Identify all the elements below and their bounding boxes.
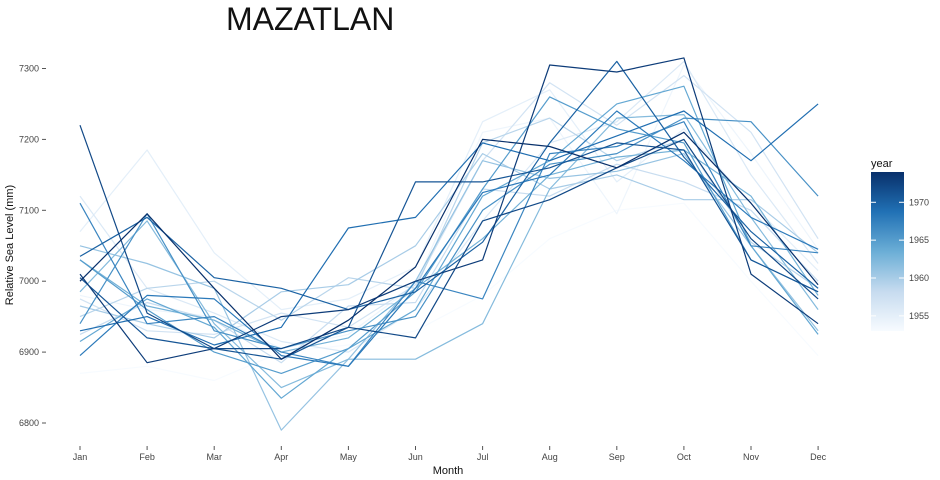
series-line-1970 (79, 60, 819, 311)
series-line-1964 (79, 85, 819, 399)
series-line-1967 (79, 121, 819, 367)
legend-tick-label: 1965 (909, 235, 929, 245)
y-axis-label: Relative Sea Level (mm) (4, 185, 16, 305)
legend-ticks: 1955 1960 1965 1970 (871, 197, 929, 321)
series-line-1954 (79, 64, 819, 350)
x-tick-label: Dec (810, 452, 827, 462)
series-line-1953 (79, 202, 819, 382)
x-tick-label: Apr (274, 452, 288, 462)
series-line-1969 (79, 103, 819, 346)
series-line-1962 (79, 113, 819, 389)
x-tick-label: Mar (206, 452, 222, 462)
y-tick-label: 7100 (19, 205, 39, 215)
series-line-1972 (79, 124, 819, 350)
x-tick-label: Aug (542, 452, 558, 462)
y-tick-label: 7000 (19, 276, 39, 286)
legend-tick-label: 1955 (909, 311, 929, 321)
x-tick-label: Jul (477, 452, 489, 462)
legend-title: year (871, 158, 893, 170)
chart-title: MAZATLAN (226, 1, 394, 37)
series-line-1971 (79, 142, 819, 360)
x-tick-label: Oct (677, 452, 692, 462)
y-axis: 6800 6900 7000 7100 7200 7300 (19, 64, 46, 428)
x-axis-label: Month (433, 465, 464, 477)
legend: year 1955 1960 1965 1970 (871, 158, 929, 331)
series-line-1968 (79, 110, 819, 367)
x-tick-label: May (340, 452, 358, 462)
x-tick-label: Nov (743, 452, 760, 462)
series-line-1960 (79, 153, 819, 339)
series-line-1957 (79, 74, 819, 335)
x-tick-label: Sep (609, 452, 625, 462)
legend-tick-label: 1960 (909, 273, 929, 283)
x-tick-label: Feb (139, 452, 155, 462)
series-line-1974 (79, 131, 819, 360)
y-tick-label: 7200 (19, 134, 39, 144)
series-line-1956 (79, 60, 819, 353)
series-line-1973 (79, 57, 819, 364)
y-tick-label: 6900 (19, 347, 39, 357)
y-tick-label: 7300 (19, 64, 39, 74)
series-line-1965 (79, 96, 819, 374)
legend-tick-label: 1970 (909, 197, 929, 207)
series-layer (79, 57, 819, 431)
y-tick-label: 6800 (19, 418, 39, 428)
x-axis: Jan Feb Mar Apr May Jun Jul Aug Sep Oct Nov Dec (73, 446, 827, 462)
x-tick-label: Jan (73, 452, 88, 462)
x-tick-label: Jun (408, 452, 423, 462)
legend-colorbar (871, 172, 904, 331)
